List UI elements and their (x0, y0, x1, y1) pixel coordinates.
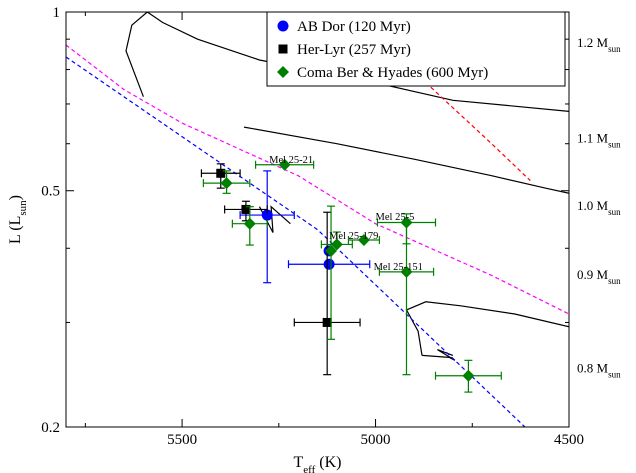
marker-diamond (400, 216, 413, 229)
x-axis-label: Teff (K) (293, 454, 341, 473)
data-point-coma-ber-hyades-600-myr-1 (202, 170, 251, 194)
marker-diamond (325, 244, 338, 257)
marker-diamond (400, 265, 413, 278)
legend-label: Coma Ber & Hyades (600 Myr) (297, 65, 488, 81)
track-0-8-msun (405, 301, 569, 356)
x-tick-label-5000: 5000 (361, 432, 391, 448)
annotation-mel-25-151: Mel 25-151 (374, 262, 423, 273)
data-point-coma-ber-hyades-600-myr-3 (254, 158, 315, 171)
legend-marker-circle (277, 20, 289, 32)
axes-layer: 5500 5000 4500 0.2 0.5 1 Teff (K) L (Lsun) (7, 5, 584, 473)
mass-label-1-1-m: 1.1 Msun (577, 130, 621, 149)
marker-circle (261, 209, 273, 221)
track-1-1-msun (243, 126, 569, 194)
data-point-her-lyr-257-myr-3 (293, 211, 361, 376)
track-zams (66, 56, 526, 427)
data-point-coma-ber-hyades-600-myr-6 (347, 234, 381, 247)
data-point-coma-ber-hyades-600-myr-2 (231, 206, 268, 246)
mass-label-1-0-m: 1.0 Msun (577, 198, 621, 217)
track-1-2-msun (125, 12, 569, 112)
x-tick-label-5500: 5500 (167, 432, 197, 448)
points-layer (200, 158, 502, 393)
legend-entry-1: AB Dor (120 Myr) (277, 19, 411, 35)
mass-label-0-8-m: 0.8 Msun (577, 360, 621, 379)
marker-diamond (243, 217, 256, 230)
x-tick-label-4500: 4500 (554, 432, 584, 448)
track-0-8-msun-hook (421, 349, 456, 361)
marker-diamond (220, 177, 233, 190)
data-point-coma-ber-hyades-600-myr-8 (378, 223, 435, 376)
legend-label: Her-Lyr (257 Myr) (297, 42, 411, 58)
data-point-her-lyr-257-myr-2 (224, 200, 268, 222)
marker-square (216, 168, 226, 178)
y-tick-label-0-2: 0.2 (41, 420, 60, 436)
marker-diamond (462, 369, 475, 382)
legend-box (266, 11, 566, 87)
marker-diamond (330, 238, 343, 251)
mass-label-1-2-m: 1.2 Msun (577, 35, 621, 54)
mass-label-0-9-m: 0.9 Msun (577, 267, 621, 286)
marker-square (322, 317, 332, 327)
track-isochrone-magenta (66, 44, 569, 315)
legend-label: AB Dor (120 Myr) (297, 19, 411, 35)
annotation-mel-25-21: Mel 25-21 (269, 155, 313, 166)
marker-square (241, 204, 251, 214)
mass-labels: 1.2 Msun 1.1 Msun 1.0 Msun 0.9 Msun 0.8 Msun (577, 35, 621, 379)
data-point-coma-ber-hyades-600-myr-4 (325, 205, 338, 340)
marker-diamond (278, 158, 291, 171)
legend-marker-diamond (277, 66, 289, 78)
data-point-ab-dor-120-myr-2 (287, 258, 371, 270)
legend-entry-3: Coma Ber & Hyades (600 Myr) (277, 65, 488, 81)
annotation-mel-25-5: Mel 25-5 (376, 212, 415, 223)
data-point-coma-ber-hyades-600-myr-5 (320, 231, 353, 251)
legend-marker-square (278, 44, 288, 54)
legend: AB Dor (120 Myr) Her-Lyr (257 Myr) Coma Be… (266, 11, 566, 87)
marker-circle (323, 258, 335, 270)
data-point-her-lyr-257-myr-1 (200, 163, 241, 189)
y-tick-label-1: 1 (53, 5, 61, 21)
annotation-mel-25-179: Mel 25-179 (329, 231, 378, 242)
data-point-coma-ber-hyades-600-myr-9 (434, 359, 502, 393)
y-axis-label: L (Lsun) (7, 195, 29, 244)
y-tick-label-0-5: 0.5 (41, 184, 60, 200)
annotations-layer: Mel 25-21 Mel 25-5 Mel 25-179 Mel 25-151 (269, 155, 423, 273)
legend-entry-2: Her-Lyr (257 Myr) (278, 42, 411, 58)
marker-diamond (357, 234, 370, 247)
